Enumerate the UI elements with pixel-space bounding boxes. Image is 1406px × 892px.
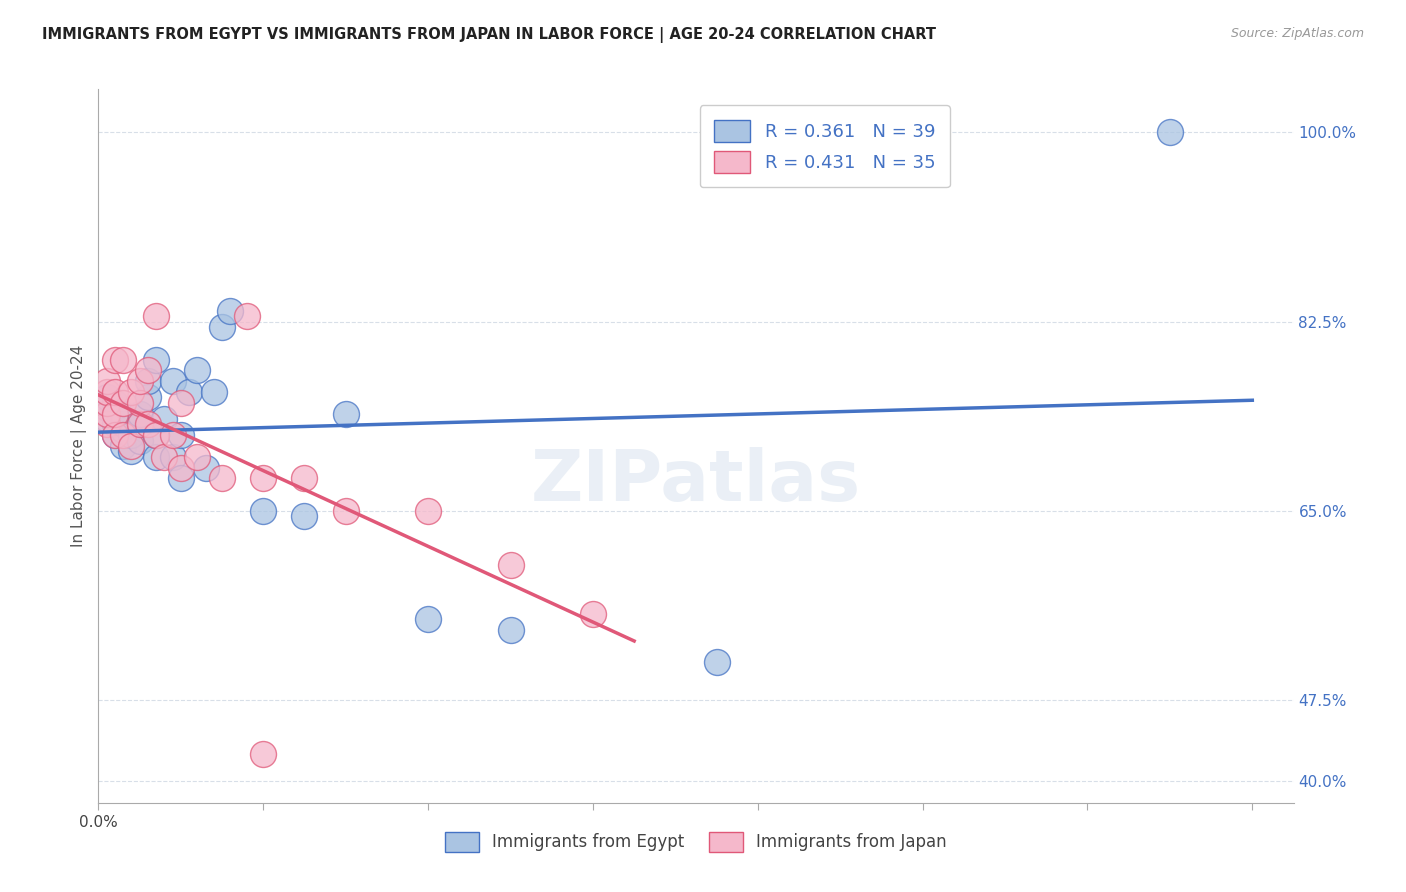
Point: [96, 407, 118, 421]
Point: [128, 374, 150, 388]
Point: [145, 310, 167, 324]
Point: [104, 407, 127, 421]
Point: [416, 504, 439, 518]
Point: [112, 352, 135, 367]
Text: Source: ZipAtlas.com: Source: ZipAtlas.com: [1230, 27, 1364, 40]
Y-axis label: In Labor Force | Age 20-24: In Labor Force | Age 20-24: [72, 345, 87, 547]
Point: [582, 607, 605, 621]
Point: [170, 460, 193, 475]
Point: [96, 374, 118, 388]
Point: [104, 428, 127, 442]
Point: [112, 439, 135, 453]
Point: [186, 363, 208, 377]
Point: [170, 396, 193, 410]
Point: [128, 396, 150, 410]
Point: [120, 439, 142, 453]
Point: [112, 396, 135, 410]
Point: [170, 471, 193, 485]
Point: [252, 504, 274, 518]
Point: [153, 450, 176, 464]
Point: [162, 374, 184, 388]
Point: [120, 384, 142, 399]
Point: [128, 407, 150, 421]
Point: [202, 384, 225, 399]
Point: [136, 390, 159, 404]
Point: [145, 428, 167, 442]
Point: [112, 423, 135, 437]
Point: [219, 303, 242, 318]
Point: [104, 396, 127, 410]
Point: [153, 412, 176, 426]
Point: [194, 460, 217, 475]
Point: [120, 444, 142, 458]
Point: [252, 747, 274, 761]
Point: [112, 417, 135, 432]
Point: [416, 612, 439, 626]
Point: [170, 428, 193, 442]
Point: [177, 384, 200, 399]
Point: [145, 352, 167, 367]
Point: [211, 320, 233, 334]
Point: [104, 417, 127, 432]
Point: [96, 390, 118, 404]
Point: [120, 428, 142, 442]
Point: [104, 384, 127, 399]
Point: [294, 509, 316, 524]
Point: [706, 655, 728, 669]
Point: [1159, 125, 1181, 139]
Text: ZIPatlas: ZIPatlas: [531, 447, 860, 516]
Point: [128, 417, 150, 432]
Point: [104, 407, 127, 421]
Point: [112, 428, 135, 442]
Point: [136, 374, 159, 388]
Point: [96, 384, 118, 399]
Point: [136, 363, 159, 377]
Point: [499, 558, 522, 572]
Point: [252, 471, 274, 485]
Point: [145, 428, 167, 442]
Point: [112, 407, 135, 421]
Point: [145, 450, 167, 464]
Point: [236, 310, 259, 324]
Point: [104, 352, 127, 367]
Point: [499, 623, 522, 637]
Point: [96, 401, 118, 416]
Point: [162, 450, 184, 464]
Point: [335, 407, 357, 421]
Point: [211, 471, 233, 485]
Point: [128, 434, 150, 448]
Point: [128, 417, 150, 432]
Legend: Immigrants from Egypt, Immigrants from Japan: Immigrants from Egypt, Immigrants from J…: [439, 825, 953, 859]
Point: [186, 450, 208, 464]
Point: [335, 504, 357, 518]
Point: [104, 428, 127, 442]
Point: [162, 428, 184, 442]
Text: IMMIGRANTS FROM EGYPT VS IMMIGRANTS FROM JAPAN IN LABOR FORCE | AGE 20-24 CORREL: IMMIGRANTS FROM EGYPT VS IMMIGRANTS FROM…: [42, 27, 936, 43]
Point: [136, 417, 159, 432]
Point: [294, 471, 316, 485]
Point: [96, 417, 118, 432]
Point: [96, 412, 118, 426]
Point: [96, 396, 118, 410]
